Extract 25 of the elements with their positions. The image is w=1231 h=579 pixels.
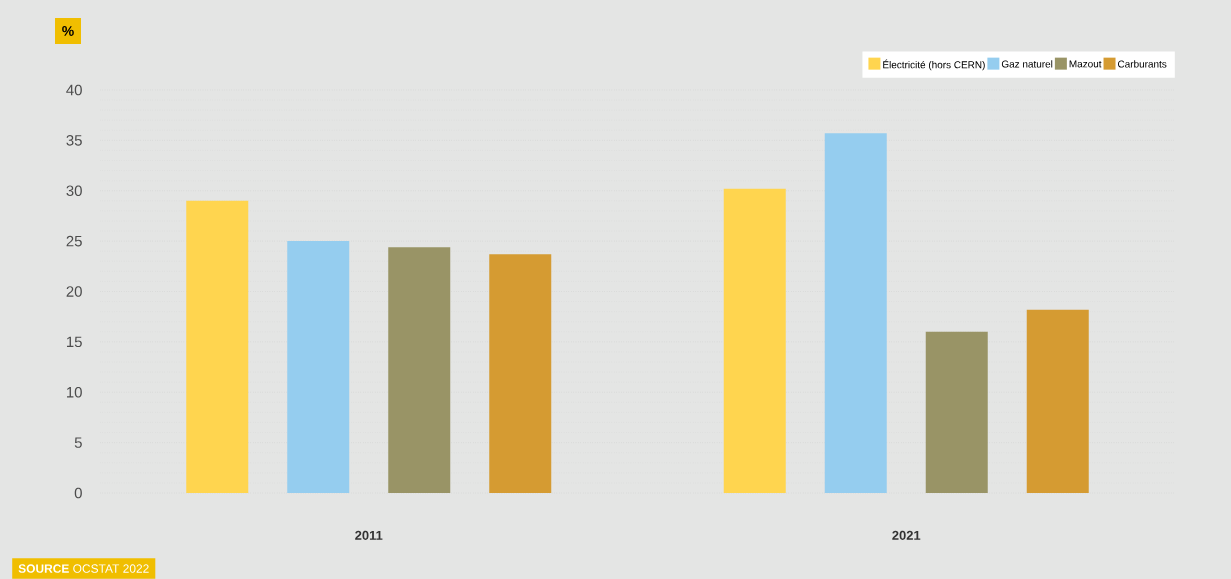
bar — [925, 331, 988, 493]
y-tick-label: 25 — [66, 235, 82, 247]
y-axis-title: % — [62, 26, 74, 36]
legend-label: Électricité (hors CERN) — [883, 59, 985, 71]
y-tick-label: 0 — [74, 487, 82, 499]
y-tick-label: 35 — [66, 135, 82, 146]
legend-label: Gaz naturel — [1001, 60, 1053, 68]
x-tick-label: 2011 — [355, 530, 383, 540]
bar — [186, 200, 249, 493]
y-tick-label: 15 — [67, 336, 82, 348]
bar — [388, 247, 451, 493]
legend-label: Carburants — [1118, 60, 1167, 68]
bar — [824, 133, 887, 493]
y-tick-label: 5 — [74, 437, 82, 448]
y-tick-label: 20 — [66, 286, 82, 297]
text: SOURCE OCSTAT 2022 — [18, 564, 149, 573]
y-tick-label: 30 — [66, 185, 82, 197]
y-tick-label: 10 — [67, 386, 82, 398]
bar — [1026, 309, 1089, 493]
bar — [287, 241, 350, 493]
bar — [489, 254, 552, 493]
legend-label: Mazout — [1069, 60, 1102, 68]
bar — [723, 188, 786, 493]
x-tick-label: 2021 — [892, 530, 921, 540]
y-tick-label: 40 — [66, 84, 82, 96]
